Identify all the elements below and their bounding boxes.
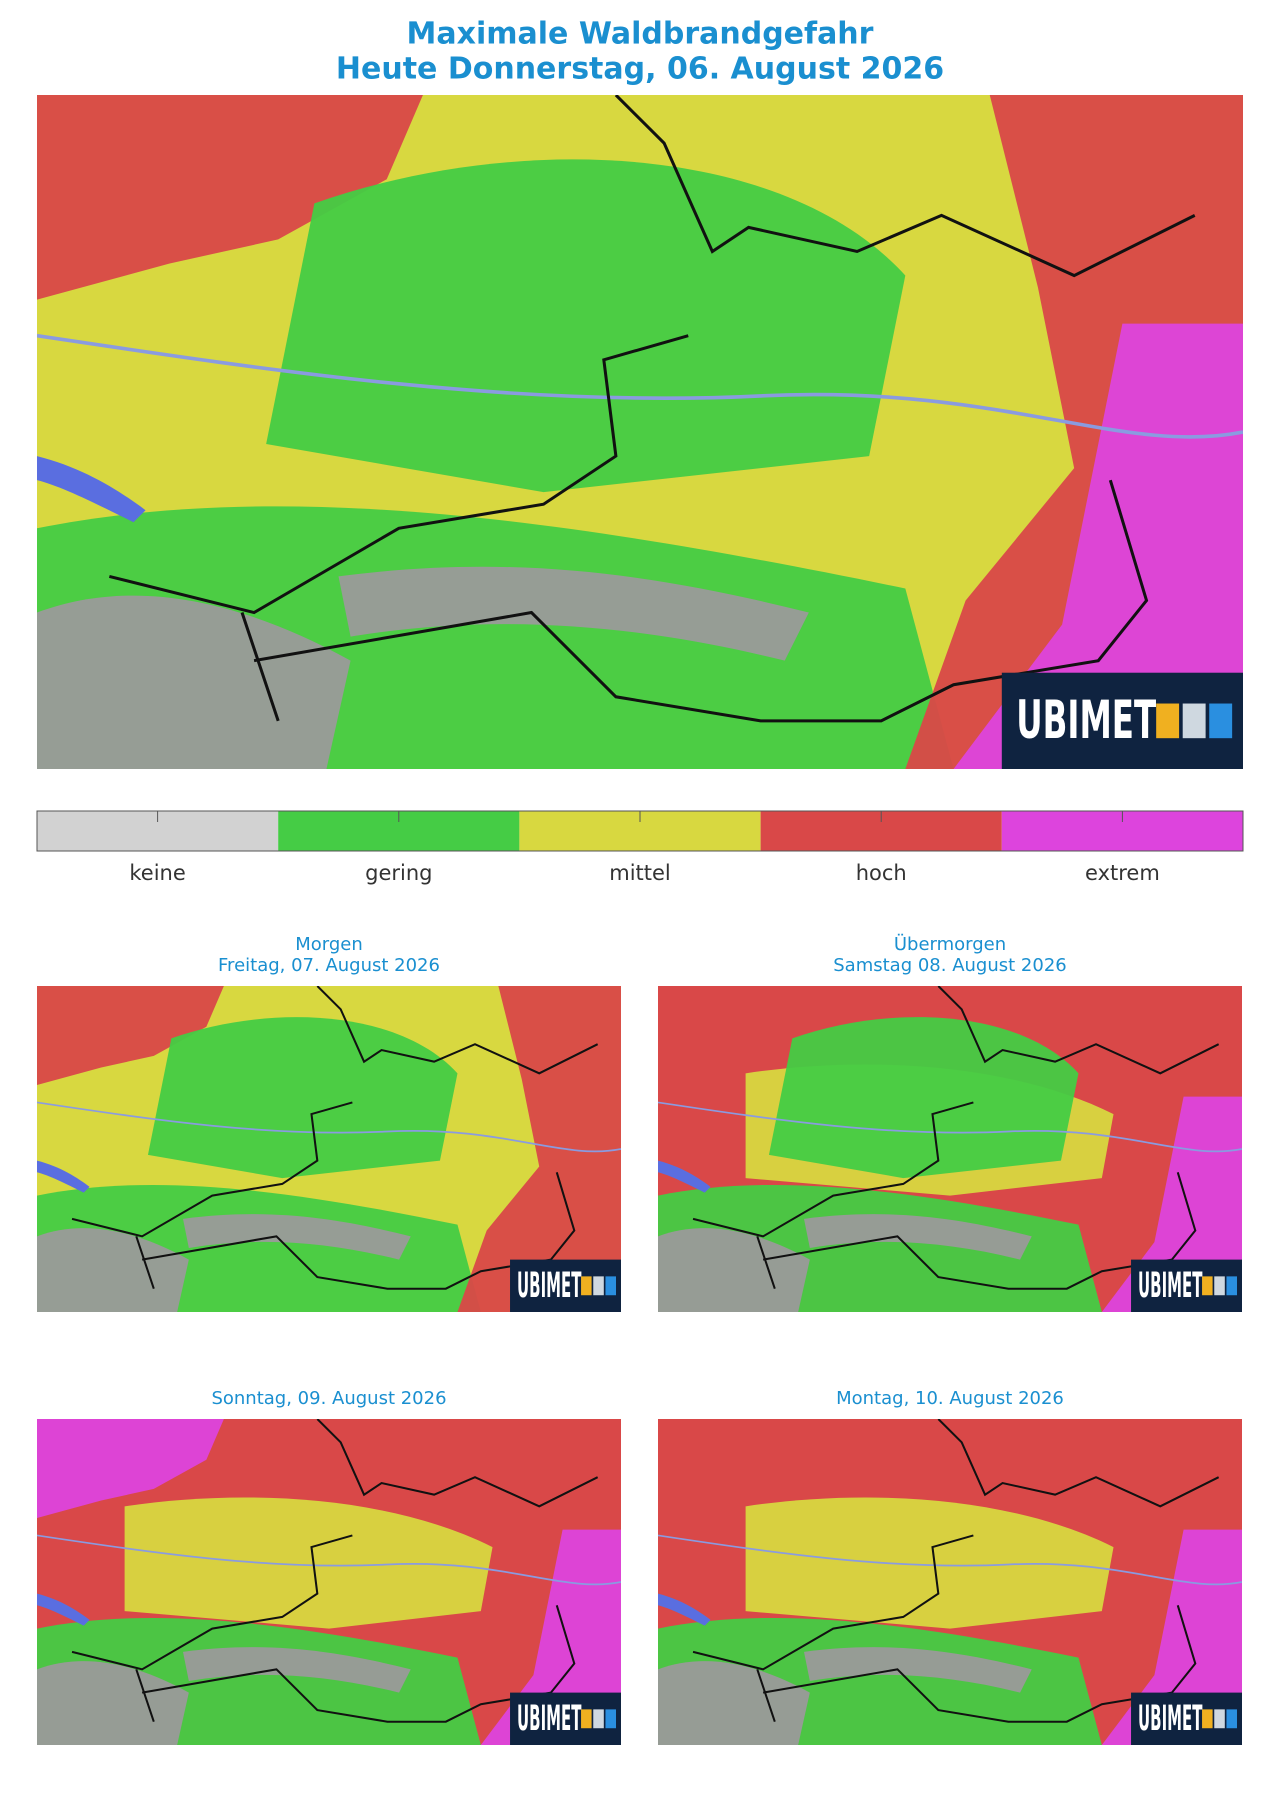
lake [37, 1160, 90, 1193]
border [692, 1419, 1220, 1723]
legend-label: mittel [609, 861, 671, 885]
logo-text: UBIMET [1138, 1266, 1202, 1306]
border [108, 95, 1196, 723]
river [658, 1534, 1242, 1586]
danger-area [37, 1419, 224, 1518]
logo-icon [1214, 1276, 1225, 1296]
danger-area [658, 1228, 810, 1312]
danger-area [183, 1214, 411, 1260]
logo-icon [605, 1709, 617, 1729]
legend-label: gering [365, 861, 432, 885]
danger-area [804, 1214, 1032, 1260]
border [71, 1419, 599, 1723]
map: UBIMET [37, 95, 1243, 769]
danger-area [768, 1017, 1079, 1179]
danger-area [37, 1228, 189, 1312]
logo-icon [1214, 1709, 1225, 1729]
danger-area [37, 595, 351, 769]
logo-icon [1156, 703, 1180, 739]
legend-label: extrem [1085, 861, 1160, 885]
logo-icon [1182, 703, 1206, 739]
logo-icon [1226, 1709, 1238, 1729]
lake [658, 1593, 711, 1626]
river [658, 1101, 1242, 1153]
logo-text: UBIMET [1016, 689, 1156, 751]
danger-area [457, 986, 621, 1312]
logo-icon [605, 1276, 617, 1296]
danger-area [37, 986, 224, 1085]
map: UBIMET [658, 1419, 1242, 1745]
danger-area [266, 159, 906, 493]
logo-icon [581, 1276, 592, 1296]
legend-label: keine [129, 861, 185, 885]
logo-icon [1209, 703, 1233, 739]
legend-label: hoch [856, 861, 907, 885]
title: Maximale Waldbrandgefahr [407, 17, 874, 52]
river [37, 1534, 621, 1586]
danger-area [338, 566, 809, 661]
lake [37, 1593, 90, 1626]
danger-area [37, 95, 423, 300]
lake [37, 456, 146, 523]
danger-area [37, 1661, 189, 1745]
map-title: Übermorgen [894, 933, 1006, 955]
logo-icon [1202, 1709, 1213, 1729]
river [37, 333, 1243, 439]
danger-area [658, 1661, 810, 1745]
logo-icon [593, 1709, 604, 1729]
logo-text: UBIMET [1138, 1699, 1202, 1739]
border [71, 986, 599, 1290]
map: UBIMET [658, 986, 1242, 1312]
logo-icon [1226, 1276, 1238, 1296]
logo-icon [581, 1709, 592, 1729]
logo-text: UBIMET [517, 1699, 581, 1739]
danger-area [147, 1017, 458, 1179]
danger-area [183, 1647, 411, 1693]
danger-area [745, 1497, 1114, 1629]
map: UBIMET [37, 986, 621, 1312]
logo-icon [593, 1276, 604, 1296]
map-title: Freitag, 07. August 2026 [218, 955, 440, 976]
river [37, 1101, 621, 1153]
subtitle: Heute Donnerstag, 06. August 2026 [336, 52, 944, 87]
map: UBIMET [37, 1419, 621, 1745]
logo-icon [1202, 1276, 1213, 1296]
map-title: Sonntag, 09. August 2026 [211, 1388, 446, 1409]
lake [658, 1160, 711, 1193]
map-title: Samstag 08. August 2026 [833, 955, 1066, 976]
legend-frame [36, 810, 1244, 852]
logo-text: UBIMET [517, 1266, 581, 1306]
danger-area [804, 1647, 1032, 1693]
map-title: Morgen [295, 934, 363, 955]
danger-area [124, 1497, 493, 1629]
border [692, 986, 1220, 1290]
map-title: Montag, 10. August 2026 [836, 1388, 1064, 1409]
